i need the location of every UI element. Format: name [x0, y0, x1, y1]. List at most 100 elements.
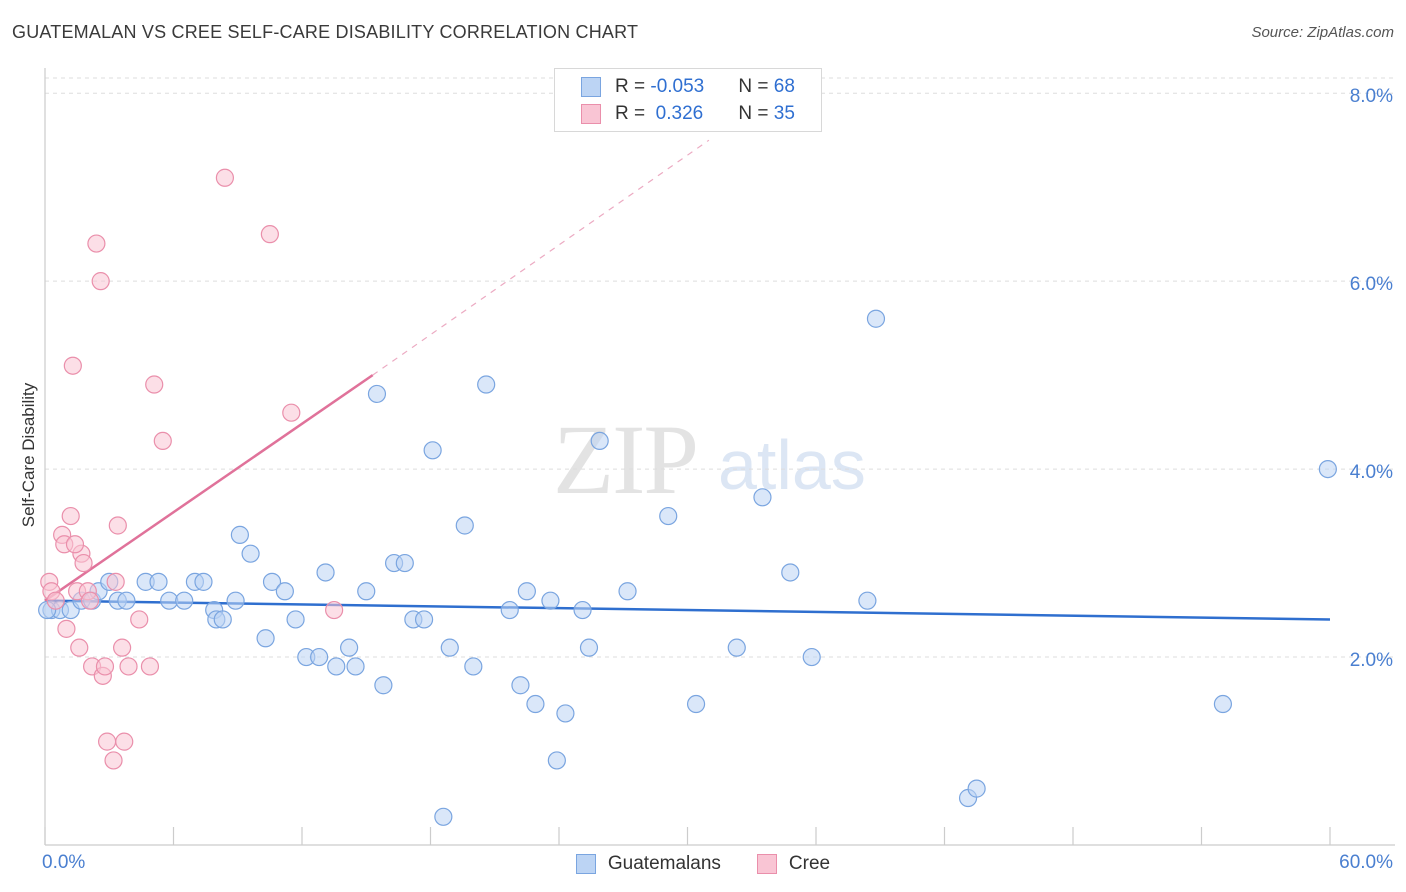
legend-r-value: 0.326 — [650, 103, 704, 124]
legend-item-cree: Cree — [756, 853, 831, 875]
guatemalan-point — [230, 525, 249, 544]
cree-point — [46, 591, 65, 610]
guatemalan-point — [686, 694, 706, 714]
guatemalan-point — [340, 638, 359, 657]
cree-point — [140, 657, 160, 676]
legend-n-value: 35 — [773, 103, 795, 124]
guatemalan-point — [286, 610, 305, 629]
guatemalan-point — [618, 582, 637, 601]
guatemalan-point — [434, 807, 453, 826]
legend-n-value: 68 — [773, 76, 795, 97]
legend-label-cree: Cree — [788, 853, 831, 874]
cree-point — [325, 600, 344, 620]
guatemalan-point — [464, 657, 483, 676]
legend-row-guatemalans: R = -0.053 N = 68 — [581, 75, 795, 99]
guatemalan-point — [275, 582, 294, 601]
guatemalan-point — [477, 375, 496, 394]
legend-row-cree: R = 0.326 N = 35 — [581, 102, 795, 126]
cree-point — [153, 431, 172, 451]
guatemalan-point — [556, 704, 575, 723]
guatemalan-point — [500, 600, 519, 620]
cree-point — [260, 225, 279, 244]
guatemalan-point — [327, 657, 346, 676]
guatemalan-point — [367, 384, 387, 404]
guatemalan-point — [541, 591, 560, 610]
cree-point — [112, 638, 132, 657]
guatemalan-point — [866, 309, 886, 328]
legend-n-label: N = — [738, 76, 774, 97]
cree-point — [87, 234, 106, 253]
guatemalans-swatch — [575, 854, 596, 874]
cree-point — [145, 375, 164, 394]
cree-point — [282, 403, 301, 422]
guatemalan-point — [149, 572, 168, 591]
guatemalan-point — [414, 610, 434, 629]
watermark-zip: ZIP — [553, 404, 699, 515]
x-tick-label: 60.0% — [1339, 852, 1393, 873]
legend-label-guatemalans: Guatemalans — [607, 853, 721, 874]
guatemalans-swatch — [581, 77, 601, 97]
x-tick-label: 0.0% — [42, 852, 85, 873]
y-axis-label: Self-Care Disability — [19, 382, 38, 527]
legend-n-label: N = — [738, 103, 774, 124]
guatemalan-point — [1318, 459, 1337, 479]
guatemalan-point — [727, 638, 746, 657]
cree-trend-extension — [372, 139, 710, 376]
guatemalan-point — [194, 572, 213, 591]
guatemalan-point — [213, 610, 232, 629]
y-tick-label: 6.0% — [1350, 274, 1393, 295]
guatemalan-trend-line — [44, 599, 1331, 621]
cree-point — [91, 272, 110, 291]
guatemalan-point — [262, 572, 282, 591]
cree-point — [63, 356, 82, 375]
guatemalan-point — [455, 516, 474, 535]
guatemalan-point — [175, 591, 194, 610]
cree-point — [115, 732, 134, 751]
trend-lines — [44, 139, 1331, 621]
correlation-legend: R = -0.053 N = 68 R = 0.326 N = 35 — [554, 68, 822, 132]
guatemalan-point — [517, 582, 536, 601]
guatemalan-point — [423, 441, 442, 460]
guatemalan-point — [256, 629, 275, 648]
guatemalan-point — [226, 591, 245, 610]
guatemalan-point — [753, 488, 772, 507]
cree-point — [57, 619, 76, 638]
grid-lines — [45, 77, 1395, 658]
y-tick-label: 8.0% — [1350, 86, 1393, 107]
guatemalan-point — [573, 600, 592, 620]
data-points — [38, 168, 1337, 826]
guatemalan-point — [967, 779, 986, 798]
legend-r-label: R = — [615, 103, 651, 124]
cree-point — [70, 638, 89, 657]
cree-point — [74, 553, 93, 573]
cree-point — [215, 168, 234, 187]
series-legend: Guatemalans Cree — [0, 850, 1406, 878]
cree-point — [119, 657, 138, 676]
guatemalan-point — [659, 506, 678, 526]
guatemalan-point — [526, 694, 545, 714]
guatemalan-point — [858, 591, 877, 610]
cree-point — [61, 506, 80, 526]
guatemalan-point — [316, 563, 335, 582]
guatemalan-point — [310, 647, 329, 667]
cree-point — [80, 591, 100, 610]
guatemalan-point — [357, 582, 376, 601]
guatemalan-point — [374, 676, 393, 695]
guatemalan-point — [511, 676, 530, 695]
cree-point — [130, 610, 149, 629]
cree-swatch — [581, 104, 601, 124]
guatemalan-point — [802, 647, 821, 667]
cree-point — [98, 732, 117, 751]
cree-point — [104, 751, 123, 770]
watermark-atlas: atlas — [718, 426, 866, 504]
guatemalan-point — [590, 431, 609, 451]
guatemalan-point — [781, 563, 800, 582]
guatemalan-point — [440, 638, 459, 657]
legend-r-label: R = — [615, 76, 651, 97]
legend-r-value: -0.053 — [650, 76, 705, 97]
y-tick-label: 2.0% — [1350, 650, 1393, 671]
chart-title: GUATEMALAN VS CREE SELF-CARE DISABILITY … — [12, 22, 639, 42]
y-tick-label: 4.0% — [1350, 462, 1393, 483]
cree-point — [95, 657, 115, 676]
